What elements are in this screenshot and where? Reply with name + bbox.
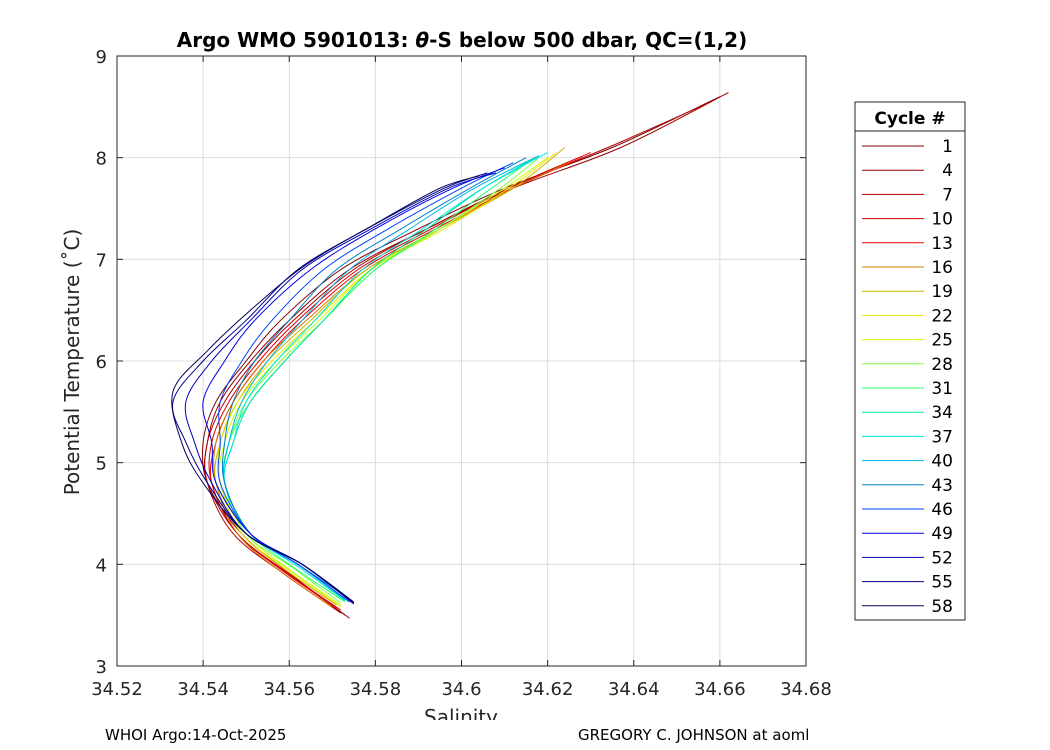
x-tick-label: 34.58	[350, 679, 402, 700]
legend-label-cycle-16: 16	[931, 258, 953, 278]
series-line-cycle-49	[202, 167, 505, 604]
legend-label-cycle-13: 13	[931, 234, 953, 254]
footer-right: GREGORY C. JOHNSON at aoml	[578, 726, 810, 744]
y-tick-label: 3	[96, 657, 107, 678]
title-suffix: -S below 500 dbar, QC=(1,2)	[429, 28, 747, 52]
y-tick-label: 8	[96, 149, 107, 170]
legend-label-cycle-25: 25	[931, 331, 953, 351]
legend-label-cycle-58: 58	[931, 597, 953, 617]
legend-label-cycle-46: 46	[931, 500, 953, 520]
x-tick-label: 34.62	[522, 679, 574, 700]
title-theta: θ	[415, 28, 429, 52]
axis-ticks: 34.52 34.54 34.56 34.58 34.6 34.62 34.64 34.66 3…	[91, 47, 832, 700]
x-tick-label: 34.54	[177, 679, 229, 700]
legend-label-cycle-19: 19	[931, 282, 953, 302]
legend-items: 1 4 7 10 13 16 19 22 25 28 31 34 37 40 43 46 49 52 55 58	[862, 137, 953, 617]
legend-label-cycle-28: 28	[931, 355, 953, 375]
legend-label-cycle-4: 4	[942, 161, 953, 181]
series-line-cycle-58	[171, 175, 479, 603]
x-tick-label: 34.56	[263, 679, 315, 700]
grid-lines	[117, 56, 806, 666]
y-tick-label: 7	[96, 250, 107, 271]
legend-label-cycle-37: 37	[931, 427, 953, 447]
y-tick-label: 5	[96, 454, 107, 475]
x-axis-label: Salinity	[424, 705, 498, 720]
x-tick-label: 34.64	[608, 679, 660, 700]
legend-title: Cycle #	[874, 109, 945, 129]
series-line-cycle-7	[204, 101, 712, 614]
legend-label-cycle-52: 52	[931, 548, 953, 568]
legend-label-cycle-31: 31	[931, 379, 953, 399]
legend-label-cycle-40: 40	[931, 452, 953, 472]
footer-left: WHOI Argo:14-Oct-2025	[105, 726, 287, 744]
legend-label-cycle-55: 55	[931, 573, 953, 593]
x-tick-label: 34.6	[441, 679, 481, 700]
series-line-cycle-22	[217, 152, 557, 608]
y-tick-label: 6	[96, 352, 107, 373]
y-axis-label: Potential Temperature (˚C)	[60, 229, 84, 496]
legend-label-cycle-34: 34	[931, 403, 953, 423]
chart-title: Argo WMO 5901013: θ-S below 500 dbar, QC…	[177, 28, 747, 52]
legend-label-cycle-7: 7	[942, 185, 953, 205]
legend-label-cycle-49: 49	[931, 524, 953, 544]
theta-s-chart: Argo WMO 5901013: θ-S below 500 dbar, QC…	[60, 28, 966, 729]
legend-label-cycle-1: 1	[942, 137, 953, 157]
legend-label-cycle-43: 43	[931, 476, 953, 496]
x-tick-label: 34.68	[780, 679, 832, 700]
legend-label-cycle-22: 22	[931, 306, 953, 326]
legend-label-cycle-10: 10	[931, 210, 953, 230]
legend: Cycle # 1 4 7 10 13 16 19 22 25 28 31 34 37 40 43 46 49 5…	[854, 101, 966, 621]
x-tick-label: 34.52	[91, 679, 143, 700]
title-prefix: Argo WMO 5901013:	[177, 28, 416, 52]
y-tick-label: 4	[96, 555, 107, 576]
x-tick-label: 34.66	[694, 679, 746, 700]
y-tick-label: 9	[96, 47, 107, 68]
data-lines	[171, 92, 729, 619]
